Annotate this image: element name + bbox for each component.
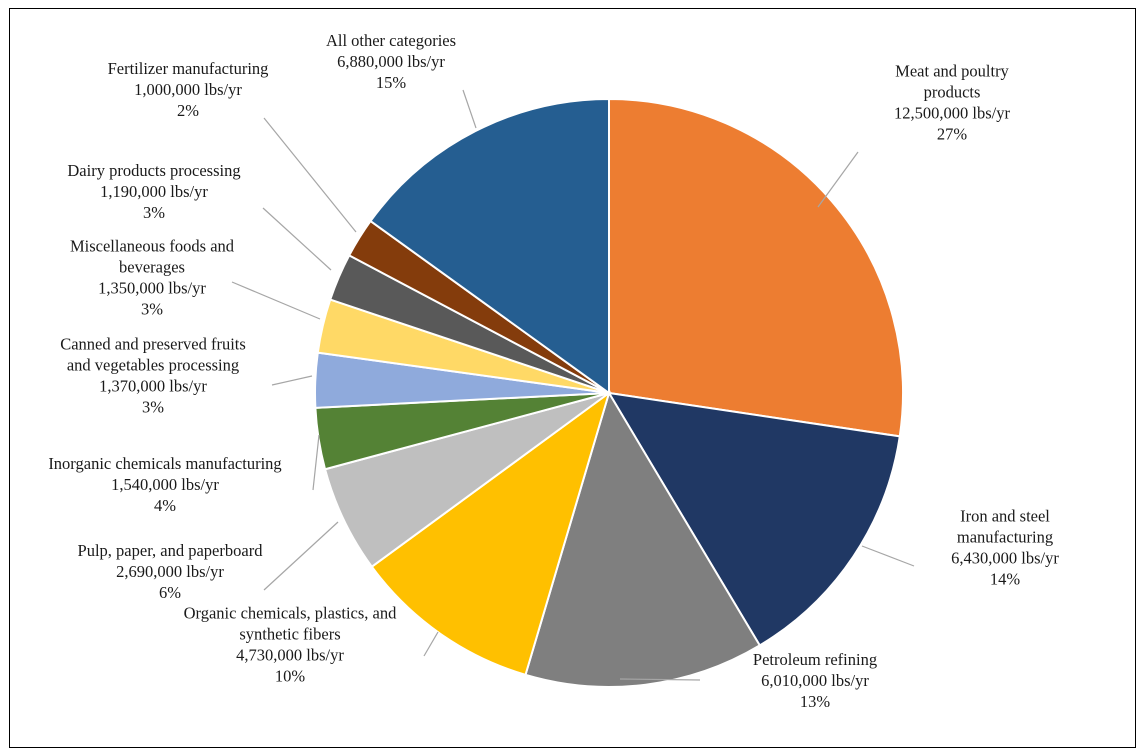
data-label-percent: 3%	[142, 398, 164, 417]
data-label-percent: 13%	[800, 692, 831, 711]
leader-line-inorganic-chemicals-manufacturing	[312, 434, 320, 491]
data-label-inorganic-chemicals-manufacturing: Inorganic chemicals manufacturing 1,540,0…	[48, 454, 281, 515]
data-label-pulp-paper-and-paperboard: Pulp, paper, and paperboard 2,690,000 lbs…	[78, 541, 264, 602]
data-label-percent: 15%	[376, 73, 407, 92]
data-label-name: All other categories	[326, 31, 456, 50]
data-label-value: 1,370,000 lbs/yr	[99, 377, 207, 396]
data-label-canned-and-preserved-fruits-and-vegetables-processing: Canned and preserved fruits and vegetable…	[60, 335, 246, 417]
data-label-name: Miscellaneous foods and	[70, 237, 235, 256]
data-label-fertilizer-manufacturing: Fertilizer manufacturing 1,000,000 lbs/yr…	[108, 59, 269, 120]
data-label-value: 1,000,000 lbs/yr	[134, 80, 242, 99]
data-label-organic-chemicals-plastics-and-synthetic-fibers: Organic chemicals, plastics, and syntheti…	[184, 604, 398, 686]
data-label-percent: 10%	[275, 667, 306, 686]
data-label-value: 1,350,000 lbs/yr	[98, 279, 206, 298]
data-label-name: synthetic fibers	[239, 625, 340, 644]
data-label-name: Canned and preserved fruits	[60, 335, 246, 354]
data-label-name: Petroleum refining	[753, 650, 877, 669]
data-label-iron-and-steel-manufacturing: Iron and steel manufacturing 6,430,000 lbs…	[951, 507, 1059, 589]
data-label-percent: 2%	[177, 101, 199, 120]
leader-line-petroleum-refining	[619, 678, 701, 681]
data-label-name: Inorganic chemicals manufacturing	[48, 454, 281, 473]
data-label-value: 12,500,000 lbs/yr	[894, 104, 1010, 123]
data-label-name: Pulp, paper, and paperboard	[78, 541, 264, 560]
pie-slice-all-other-categories	[369, 97, 610, 395]
data-label-percent: 3%	[141, 300, 163, 319]
pie-slice-organic-chemicals-plastics-and-synthetic-fibers	[370, 390, 611, 677]
leader-line-all-other-categories	[462, 89, 477, 129]
leader-line-dairy-products-processing	[262, 207, 332, 271]
data-label-name: Fertilizer manufacturing	[108, 59, 269, 78]
leader-line-iron-and-steel-manufacturing	[861, 545, 915, 567]
data-label-value: 2,690,000 lbs/yr	[116, 562, 224, 581]
data-label-value: 1,190,000 lbs/yr	[100, 182, 208, 201]
data-label-dairy-products-processing: Dairy products processing 1,190,000 lbs/y…	[67, 161, 240, 222]
data-label-name: and vegetables processing	[67, 356, 239, 375]
data-label-value: 6,010,000 lbs/yr	[761, 671, 869, 690]
data-label-name: products	[924, 83, 981, 102]
data-label-name: beverages	[119, 258, 185, 277]
pie-slice-meat-and-poultry-products	[608, 97, 904, 438]
data-label-all-other-categories: All other categories 6,880,000 lbs/yr 15%	[326, 31, 456, 92]
leader-line-pulp-paper-and-paperboard	[263, 521, 339, 591]
leader-line-fertilizer-manufacturing	[263, 117, 357, 233]
data-label-meat-and-poultry-products: Meat and poultry products 12,500,000 lbs/y…	[894, 62, 1010, 144]
leader-line-miscellaneous-foods-and-beverages	[231, 281, 321, 320]
data-label-percent: 6%	[159, 583, 181, 602]
data-label-value: 1,540,000 lbs/yr	[111, 475, 219, 494]
pie-slice-petroleum-refining	[524, 390, 762, 688]
leader-line-canned-and-preserved-fruits-and-vegetables-processing	[271, 375, 313, 386]
leader-line-meat-and-poultry-products	[817, 151, 859, 208]
data-label-value: 4,730,000 lbs/yr	[236, 646, 344, 665]
data-label-name: Meat and poultry	[895, 62, 1009, 81]
data-label-name: manufacturing	[957, 528, 1053, 547]
data-label-percent: 27%	[937, 125, 968, 144]
data-label-name: Dairy products processing	[67, 161, 240, 180]
data-label-name: Organic chemicals, plastics, and	[184, 604, 398, 623]
data-label-percent: 4%	[154, 496, 176, 515]
data-label-name: Iron and steel	[960, 507, 1050, 526]
leader-line-organic-chemicals-plastics-and-synthetic-fibers	[423, 631, 439, 657]
data-label-miscellaneous-foods-and-beverages: Miscellaneous foods and beverages 1,350,00…	[70, 237, 235, 319]
data-label-value: 6,430,000 lbs/yr	[951, 549, 1059, 568]
data-label-value: 6,880,000 lbs/yr	[337, 52, 445, 71]
data-label-percent: 14%	[990, 570, 1021, 589]
data-label-percent: 3%	[143, 203, 165, 222]
pie-slice-iron-and-steel-manufacturing	[607, 391, 901, 647]
data-label-petroleum-refining: Petroleum refining 6,010,000 lbs/yr 13%	[753, 650, 877, 711]
